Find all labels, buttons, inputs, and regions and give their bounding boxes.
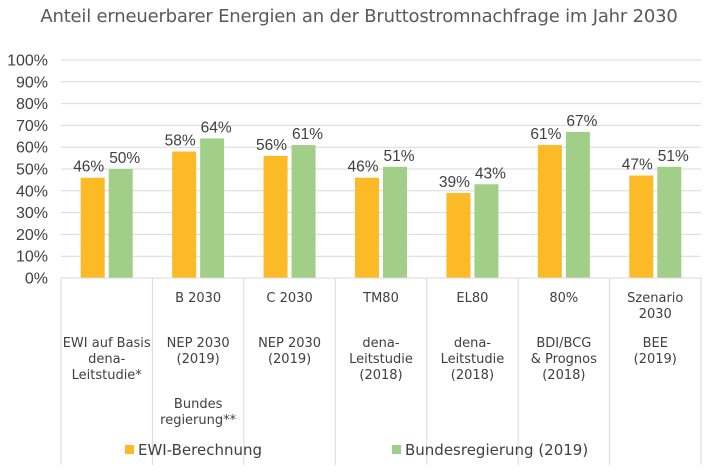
category-source: (2019): [268, 352, 311, 367]
data-label: 46%: [347, 159, 378, 176]
y-tick-label: 40%: [16, 183, 48, 200]
bar: [474, 184, 499, 278]
category-source: Leitstudie: [349, 352, 413, 367]
category-scenario: 2030: [639, 307, 672, 322]
y-tick-label: 20%: [16, 227, 48, 244]
bar: [657, 166, 682, 278]
category-source: dena-: [362, 336, 399, 351]
bar: [291, 145, 316, 278]
bars: [80, 131, 682, 278]
y-tick-label: 30%: [16, 205, 48, 222]
bar: [355, 177, 379, 278]
category-note: Bundes: [174, 397, 223, 412]
data-label: 51%: [658, 148, 689, 165]
legend-label: Bundesregierung (2019): [405, 441, 588, 459]
y-tick-label: 80%: [16, 96, 48, 113]
category-source: EWI auf Basis: [63, 336, 151, 351]
category-note: regierung**: [160, 413, 236, 428]
category-scenario: C 2030: [266, 291, 312, 306]
category-scenario: Szenario: [627, 291, 683, 306]
category-scenario: B 2030: [175, 291, 221, 306]
data-label: 64%: [201, 119, 232, 136]
category-source: (2018): [542, 368, 585, 383]
category-source: (2019): [634, 352, 677, 367]
category-source: (2018): [451, 368, 494, 383]
legend-swatch: [125, 445, 134, 454]
legend-label: EWI-Berechnung: [138, 441, 262, 459]
category-source: dena-: [454, 336, 491, 351]
category-source: NEP 2030: [167, 336, 230, 351]
data-label: 56%: [256, 137, 287, 154]
data-label: 46%: [73, 159, 104, 176]
y-tick-label: 70%: [16, 118, 48, 135]
bar: [537, 145, 562, 278]
y-tick-label: 10%: [16, 249, 48, 266]
category-source: Leitstudie: [441, 352, 505, 367]
data-label: 61%: [530, 126, 561, 143]
bar: [446, 192, 471, 278]
data-label: 43%: [475, 165, 506, 182]
category-source: Leitstudie*: [72, 368, 143, 383]
bar: [565, 131, 590, 278]
y-axis: 0% 10% 20% 30% 40% 50% 60% 70% 80% 90% 100%: [7, 53, 48, 288]
category-source: & Prognos: [531, 352, 597, 367]
bar: [200, 138, 225, 278]
legend-swatch: [392, 445, 401, 454]
chart-title: Anteil erneuerbarer Energien an der Brut…: [40, 6, 678, 27]
data-label: 58%: [165, 133, 196, 150]
bar: [172, 151, 197, 278]
bar: [629, 175, 654, 278]
category-scenario: TM80: [362, 291, 399, 306]
category-source: BEE: [643, 336, 668, 351]
data-label: 39%: [439, 174, 470, 191]
y-tick-label: 0%: [25, 271, 48, 288]
bar: [263, 155, 288, 278]
gridlines: [61, 59, 701, 257]
y-tick-label: 60%: [16, 140, 48, 157]
bar: [108, 169, 133, 278]
y-tick-label: 90%: [16, 74, 48, 91]
category-source: BDI/BCG: [536, 336, 591, 351]
category-source: (2019): [177, 352, 220, 367]
category-scenario: EL80: [456, 291, 488, 306]
category-scenario: 80%: [549, 291, 578, 306]
bar: [383, 166, 407, 278]
data-label: 51%: [383, 148, 414, 165]
legend: EWI-Berechnung Bundesregierung (2019): [125, 441, 588, 459]
category-source: (2018): [359, 368, 402, 383]
data-label: 67%: [566, 113, 597, 130]
category-source: dena-: [88, 352, 125, 367]
data-label: 47%: [622, 157, 653, 174]
y-tick-label: 100%: [7, 53, 48, 70]
data-label: 61%: [292, 126, 323, 143]
data-labels: 46% 50% 58% 64% 56% 61% 46% 51% 39% 43% 61% 67% 47% 5…: [73, 113, 689, 191]
data-label: 50%: [109, 150, 140, 167]
category-source: NEP 2030: [258, 336, 321, 351]
y-tick-label: 50%: [16, 162, 48, 179]
bar: [80, 177, 105, 278]
